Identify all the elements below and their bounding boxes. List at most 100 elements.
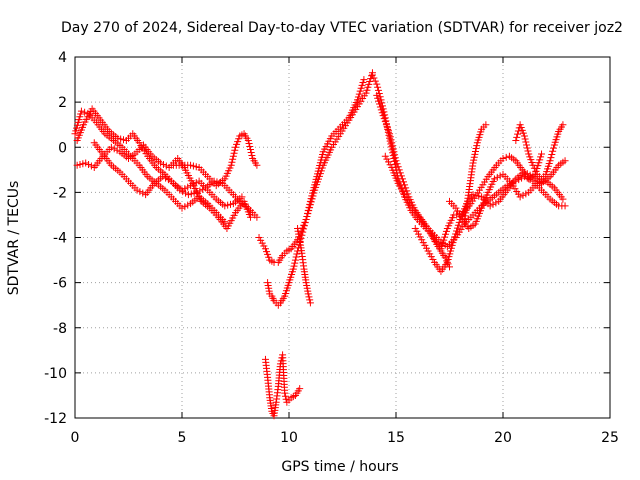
data-point — [437, 245, 445, 253]
data-point — [469, 191, 477, 199]
data-point — [227, 200, 235, 208]
data-point — [82, 159, 90, 167]
data-point — [364, 83, 372, 91]
data-point — [227, 161, 235, 169]
data-point — [450, 236, 458, 244]
data-point — [379, 112, 387, 120]
data-point — [354, 93, 362, 101]
data-point — [290, 262, 298, 270]
data-point — [561, 202, 569, 210]
data-point — [304, 206, 312, 214]
data-point — [305, 293, 313, 301]
data-point — [561, 157, 569, 165]
data-point — [77, 107, 85, 115]
series-arc-8 — [261, 351, 304, 420]
data-point — [253, 161, 261, 169]
data-point — [387, 136, 395, 144]
data-point — [117, 135, 125, 143]
data-point — [229, 155, 237, 163]
x-tick-label: 15 — [387, 430, 405, 446]
data-point — [521, 135, 529, 143]
data-point — [383, 124, 391, 132]
data-point — [365, 80, 373, 88]
data-point — [246, 213, 254, 221]
data-point — [306, 296, 314, 304]
data-point — [396, 169, 404, 177]
data-point — [377, 106, 385, 114]
data-point — [536, 156, 544, 164]
data-point — [529, 161, 537, 169]
data-point — [136, 188, 144, 196]
series-arc-7 — [264, 76, 368, 309]
data-point — [247, 149, 255, 157]
data-point — [371, 77, 379, 85]
data-point — [303, 212, 311, 220]
data-point — [76, 161, 84, 169]
data-point — [401, 181, 409, 189]
data-point — [306, 299, 314, 307]
plot-frame — [74, 56, 611, 419]
data-point — [513, 133, 521, 141]
data-point — [469, 159, 477, 167]
data-point — [533, 179, 541, 187]
data-point — [353, 96, 361, 104]
data-point — [471, 147, 479, 155]
data-point — [193, 188, 201, 196]
y-tick-label: -12 — [44, 411, 67, 427]
y-tick-label: -8 — [53, 321, 67, 337]
data-point — [523, 141, 531, 149]
data-point — [299, 228, 307, 236]
data-point — [281, 389, 289, 397]
series-arc-15 — [460, 121, 490, 226]
data-point — [523, 144, 531, 152]
data-point — [246, 142, 254, 150]
data-point — [302, 215, 310, 223]
data-point — [492, 199, 500, 207]
data-point — [388, 142, 396, 150]
data-point — [386, 133, 394, 141]
data-point — [514, 130, 522, 138]
data-point — [362, 89, 370, 97]
data-point — [357, 84, 365, 92]
data-point — [453, 224, 461, 232]
data-point — [230, 149, 238, 157]
data-point — [358, 81, 366, 89]
data-point — [470, 153, 478, 161]
data-point — [238, 193, 246, 201]
data-point — [522, 190, 530, 198]
data-point — [304, 209, 312, 217]
series-arc-4 — [90, 139, 261, 221]
data-point — [300, 225, 308, 233]
data-point — [451, 233, 459, 241]
data-point — [244, 136, 252, 144]
data-point — [442, 230, 450, 238]
data-point — [304, 290, 312, 298]
data-point — [470, 156, 478, 164]
data-point — [493, 173, 501, 181]
data-point — [363, 86, 371, 94]
data-point — [381, 118, 389, 126]
data-point — [539, 178, 547, 186]
data-point — [248, 152, 256, 160]
data-point — [306, 200, 314, 208]
data-point — [187, 190, 195, 198]
data-point — [547, 154, 555, 162]
data-point — [441, 233, 449, 241]
data-point — [373, 80, 381, 88]
data-point — [532, 167, 540, 175]
data-point — [473, 142, 481, 150]
data-point — [228, 158, 236, 166]
data-point — [475, 192, 483, 200]
data-point — [187, 161, 195, 169]
data-point — [523, 170, 531, 178]
data-point — [293, 250, 301, 258]
data-point — [472, 145, 480, 153]
data-point — [184, 201, 192, 209]
data-point — [356, 87, 364, 95]
data-point — [386, 130, 394, 138]
data-point — [291, 259, 299, 267]
data-point — [229, 152, 237, 160]
series-arc-9 — [294, 224, 314, 307]
data-point — [246, 146, 254, 154]
data-point — [375, 100, 383, 108]
